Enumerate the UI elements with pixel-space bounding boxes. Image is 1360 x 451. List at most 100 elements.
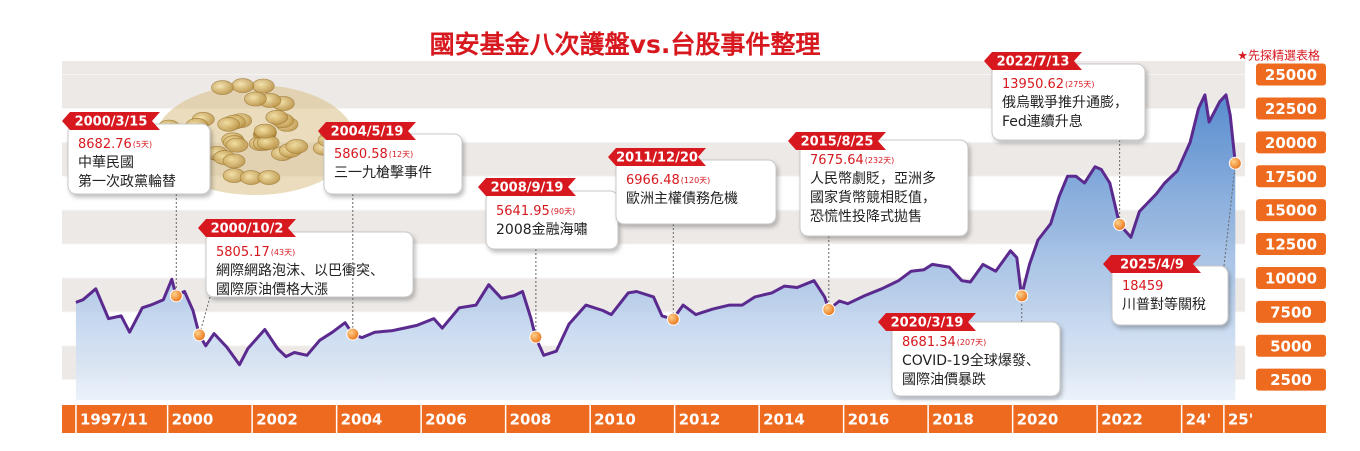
event-value: 7675.64 <box>810 153 864 168</box>
x-tick-label: 2022 <box>1101 411 1143 429</box>
y-tick-label: 25000 <box>1265 66 1317 84</box>
event-value: 5805.17 <box>216 245 270 260</box>
date-label: 2020/3/19 <box>891 316 964 331</box>
event-text: 國際原油價格大漲 <box>216 281 328 298</box>
y-tick-label: 20000 <box>1265 134 1317 152</box>
event-text: COVID-19全球爆發、 <box>902 352 1040 369</box>
date-label: 2015/8/25 <box>801 135 874 150</box>
y-tick-label: 15000 <box>1265 202 1317 220</box>
y-tick-box <box>1256 368 1326 391</box>
x-tick-label: 2014 <box>763 411 805 429</box>
y-tick-box <box>1256 165 1326 188</box>
x-tick-label: 2012 <box>679 411 721 429</box>
callout-box <box>1111 265 1229 326</box>
event-value: 5860.58 <box>334 147 388 162</box>
leader-line <box>1223 163 1236 267</box>
event-days: (207天) <box>957 338 987 347</box>
date-tag <box>318 122 416 140</box>
event-point <box>169 289 183 303</box>
y-tick-label: 2500 <box>1270 371 1312 389</box>
event-point <box>192 328 206 342</box>
date-label: 2004/5/19 <box>331 125 404 140</box>
event-value: 13950.62 <box>1002 77 1064 92</box>
stripe <box>62 61 1245 75</box>
event-value: 5641.95 <box>496 204 550 219</box>
event-days: (90天) <box>551 207 575 216</box>
event-text: 人民幣劇貶，亞洲多 <box>810 170 936 187</box>
coin <box>285 139 309 154</box>
leader-line <box>198 296 211 335</box>
coin <box>225 137 249 153</box>
y-tick-box <box>1256 334 1326 357</box>
event-text: 恐慌性投降式拋售 <box>810 209 922 225</box>
date-tag <box>878 313 976 331</box>
event-value: 8682.76 <box>78 137 132 152</box>
x-tick-label: 24' <box>1186 411 1211 429</box>
coin <box>211 80 234 95</box>
y-tick-box <box>1256 199 1326 222</box>
y-tick-label: 10000 <box>1265 269 1317 287</box>
value-label: 5641.95(90天) <box>496 204 575 219</box>
callout-box <box>323 133 463 195</box>
source-note: ★先探精選表格 <box>1237 48 1320 63</box>
date-tag <box>1103 255 1201 273</box>
date-tag <box>984 52 1082 70</box>
x-tick-label: 2018 <box>932 411 974 429</box>
date-tag <box>62 112 160 130</box>
event-days: (5天) <box>133 140 152 149</box>
event-days: (275天) <box>1065 80 1095 89</box>
x-tick-label: 1997/11 <box>80 411 148 429</box>
event-days: (232天) <box>865 156 895 165</box>
event-value: 18459 <box>1122 279 1163 294</box>
y-tick-label: 5000 <box>1270 337 1312 355</box>
coin <box>265 110 289 125</box>
y-tick-box <box>1256 97 1326 120</box>
date-label: 2008/9/19 <box>491 181 564 196</box>
coin <box>251 78 275 94</box>
x-tick-label: 25' <box>1228 411 1253 429</box>
date-tag <box>198 219 296 237</box>
date-label: 2025/4/9 <box>1120 258 1184 273</box>
callout-box <box>891 321 1061 397</box>
value-label: 5860.58(12天) <box>334 147 413 162</box>
coin <box>222 153 246 169</box>
event-text: 國際油價暴跌 <box>902 371 986 388</box>
event-value: 8681.34 <box>902 335 956 350</box>
coin <box>244 91 267 107</box>
event-point <box>529 330 543 344</box>
axes: 2500 5000 7500 10000 12500 15000 17500 20000 225… <box>62 63 1326 433</box>
y-tick-box <box>1256 300 1326 323</box>
date-label: 2000/3/15 <box>75 115 148 130</box>
callout-box <box>485 190 619 250</box>
event-text: Fed連續升息 <box>1002 113 1083 130</box>
x-tick-label: 2000 <box>172 411 214 429</box>
event-text: 歐洲主權債務危機 <box>626 191 738 207</box>
event-value: 6966.48 <box>626 173 680 188</box>
date-label: 2022/7/13 <box>997 55 1070 70</box>
event-text: 俄烏戰爭推升通膨， <box>1002 94 1128 111</box>
coin <box>257 170 281 185</box>
event-text: 第一次政黨輪替 <box>78 173 176 190</box>
x-tick-label: 2006 <box>425 411 467 429</box>
event-text: 川普對等關稅 <box>1122 296 1206 313</box>
event-days: (43天) <box>271 248 295 257</box>
date-label: 2011/12/20 <box>616 151 698 166</box>
event-point <box>1015 289 1029 303</box>
y-tick-label: 17500 <box>1265 168 1317 186</box>
event-point <box>1228 156 1242 170</box>
coin <box>253 123 277 139</box>
event-point <box>1113 217 1127 231</box>
date-tag <box>478 178 576 196</box>
x-tick-label: 2008 <box>510 411 552 429</box>
x-axis-band <box>62 405 1326 433</box>
value-label: 8682.76(5天) <box>78 137 152 152</box>
value-label: 13950.62(275天) <box>1002 77 1095 92</box>
y-tick-box <box>1256 63 1326 86</box>
event-text: 三一九槍擊事件 <box>334 164 432 181</box>
event-text: 中華民國 <box>78 155 134 171</box>
value-label: 18459 <box>1122 279 1163 294</box>
value-label: 6966.48(120天) <box>626 173 710 188</box>
event-point <box>822 302 836 316</box>
x-tick-label: 2020 <box>1017 411 1059 429</box>
